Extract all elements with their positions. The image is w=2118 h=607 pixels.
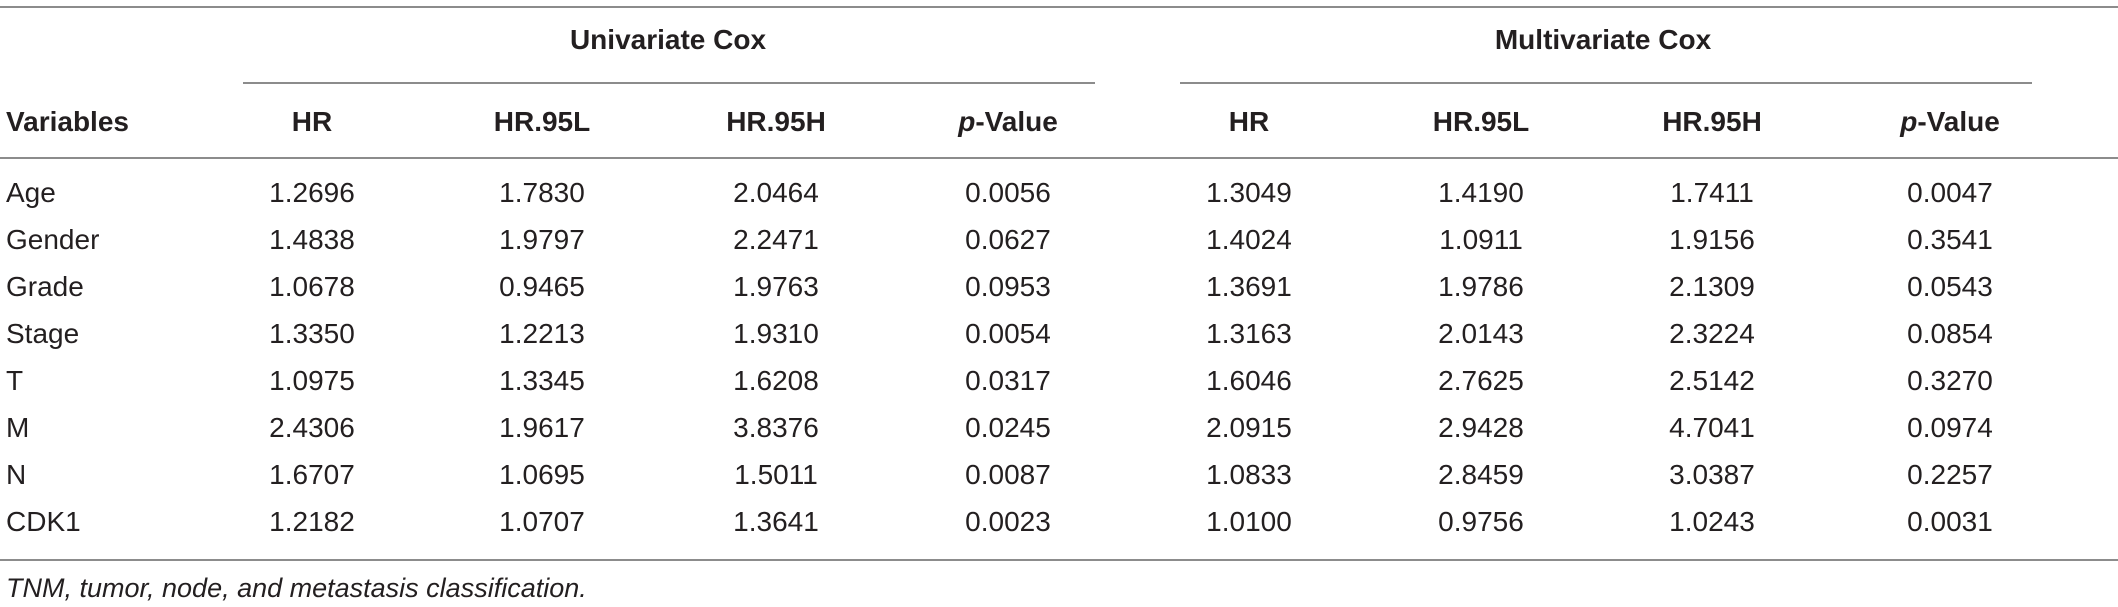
table-cell-uni-hr95h: 2.2471 <box>733 224 819 255</box>
table-cell-multi-hr95h: 1.7411 <box>1670 177 1754 208</box>
table-cell-uni-hr95h: 1.5011 <box>734 459 818 490</box>
table-cell-uni-hr95l: 1.3345 <box>499 365 585 396</box>
p-value-header-suffix: -Value <box>1917 106 2000 137</box>
table-cell-uni-hr: 1.0975 <box>269 365 355 396</box>
table-cell-multi-hr95h: 2.3224 <box>1669 318 1755 349</box>
table-cell-multi-hr: 1.6046 <box>1206 365 1292 396</box>
table-cell-multi-p-value: 0.3270 <box>1907 365 1993 396</box>
table-cell-uni-hr: 1.4838 <box>269 224 355 255</box>
table-cell-multi-hr: 2.0915 <box>1206 412 1292 443</box>
table-cell-multi-hr: 1.3163 <box>1206 318 1292 349</box>
table-cell-uni-hr95l: 1.0707 <box>499 506 585 537</box>
table-cell-multi-hr95h: 1.9156 <box>1669 224 1755 255</box>
table-cell-uni-p-value: 0.0953 <box>965 271 1051 302</box>
table-cell-uni-p-value: 0.0056 <box>965 177 1051 208</box>
table-cell-multi-p-value: 0.0031 <box>1907 506 1993 537</box>
table-cell-multi-p-value: 0.3541 <box>1907 224 1993 255</box>
table-cell-multi-hr95h: 2.5142 <box>1669 365 1755 396</box>
table-cell-uni-hr: 1.2182 <box>269 506 355 537</box>
table-cell-uni-hr95h: 1.3641 <box>733 506 819 537</box>
table-cell-variable: Stage <box>6 318 80 349</box>
table-cell-multi-hr95l: 0.9756 <box>1438 506 1524 537</box>
table-cell-uni-hr: 1.0678 <box>269 271 355 302</box>
multivariate-group-rule <box>1180 82 2032 84</box>
table-cell-uni-hr95l: 1.9617 <box>499 412 585 443</box>
univariate-group-rule <box>243 82 1095 84</box>
table-cell-variable: Grade <box>6 271 84 302</box>
table-cell-uni-p-value: 0.0245 <box>965 412 1051 443</box>
column-header-uni-p-value: p-Value <box>958 106 1058 138</box>
table-top-rule <box>0 6 2118 8</box>
table-cell-multi-hr95h: 4.7041 <box>1669 412 1755 443</box>
table-cell-multi-hr95l: 1.4190 <box>1438 177 1524 208</box>
column-header-variables: Variables <box>6 106 129 137</box>
table-cell-variable: Age <box>6 177 56 208</box>
column-header-multi-hr: HR <box>1228 106 1270 137</box>
table-cell-multi-p-value: 0.2257 <box>1907 459 1993 490</box>
column-header-uni-hr95l: HR.95L <box>493 106 591 137</box>
table-cell-multi-hr95l: 2.8459 <box>1438 459 1524 490</box>
table-cell-uni-p-value: 0.0023 <box>965 506 1051 537</box>
table-cell-uni-hr95l: 1.9797 <box>499 224 585 255</box>
p-value-header-italic-p: p <box>958 106 976 137</box>
table-cell-uni-hr95h: 1.9763 <box>733 271 819 302</box>
table-cell-multi-hr: 1.3691 <box>1206 271 1292 302</box>
column-header-uni-hr: HR <box>291 106 333 137</box>
table-cell-uni-p-value: 0.0627 <box>965 224 1051 255</box>
table-cell-uni-p-value: 0.0054 <box>965 318 1051 349</box>
table-cell-variable: T <box>6 365 24 396</box>
table-cell-uni-hr95h: 1.6208 <box>733 365 819 396</box>
table-cell-multi-hr95l: 1.9786 <box>1438 271 1524 302</box>
table-cell-variable: CDK1 <box>6 506 81 537</box>
table-cell-variable: Gender <box>6 224 100 255</box>
table-cell-multi-p-value: 0.0543 <box>1907 271 1993 302</box>
table-footnote: TNM, tumor, node, and metastasis classif… <box>6 573 587 603</box>
table-cell-multi-hr95l: 2.0143 <box>1438 318 1524 349</box>
p-value-header-italic-p: p <box>1900 106 1918 137</box>
table-cell-uni-hr95h: 3.8376 <box>733 412 819 443</box>
table-cell-multi-hr: 1.4024 <box>1206 224 1292 255</box>
table-cell-multi-hr95h: 2.1309 <box>1669 271 1755 302</box>
table-cell-uni-hr95l: 1.0695 <box>499 459 585 490</box>
table-cell-uni-hr95h: 2.0464 <box>733 177 819 208</box>
column-header-multi-hr95h: HR.95H <box>1662 106 1762 137</box>
column-header-uni-hr95h: HR.95H <box>726 106 826 137</box>
p-value-header-suffix: -Value <box>975 106 1058 137</box>
table-cell-uni-hr95l: 1.2213 <box>499 318 585 349</box>
table-cell-uni-hr95l: 1.7830 <box>499 177 585 208</box>
table-cell-multi-hr95h: 3.0387 <box>1669 459 1755 490</box>
table-cell-multi-hr: 1.0833 <box>1206 459 1292 490</box>
table-cell-variable: M <box>6 412 30 443</box>
table-cell-multi-p-value: 0.0854 <box>1907 318 1993 349</box>
table-cell-variable: N <box>6 459 27 490</box>
table-cell-multi-p-value: 0.0047 <box>1907 177 1993 208</box>
table-cell-uni-hr: 1.6707 <box>269 459 355 490</box>
table-cell-multi-hr: 1.0100 <box>1206 506 1292 537</box>
table-cell-multi-hr95h: 1.0243 <box>1669 506 1755 537</box>
table-cell-uni-hr95h: 1.9310 <box>733 318 819 349</box>
table-cell-multi-hr95l: 2.9428 <box>1438 412 1524 443</box>
header-bottom-rule <box>0 157 2118 159</box>
table-cell-uni-p-value: 0.0317 <box>965 365 1051 396</box>
table-cell-uni-hr: 1.3350 <box>269 318 355 349</box>
column-header-multi-hr95l: HR.95L <box>1432 106 1530 137</box>
column-header-multi-p-value: p-Value <box>1900 106 2000 138</box>
table-cell-uni-hr95l: 0.9465 <box>499 271 585 302</box>
table-cell-uni-hr: 1.2696 <box>269 177 355 208</box>
table-cell-uni-p-value: 0.0087 <box>965 459 1051 490</box>
table-cell-multi-hr95l: 2.7625 <box>1438 365 1524 396</box>
table-cell-multi-hr: 1.3049 <box>1206 177 1292 208</box>
group-header-univariate: Univariate Cox <box>569 24 767 55</box>
group-header-multivariate: Multivariate Cox <box>1494 24 1712 55</box>
table-bottom-rule <box>0 559 2118 561</box>
table-cell-multi-p-value: 0.0974 <box>1907 412 1993 443</box>
table-cell-uni-hr: 2.4306 <box>269 412 355 443</box>
table-cell-multi-hr95l: 1.0911 <box>1439 224 1523 255</box>
